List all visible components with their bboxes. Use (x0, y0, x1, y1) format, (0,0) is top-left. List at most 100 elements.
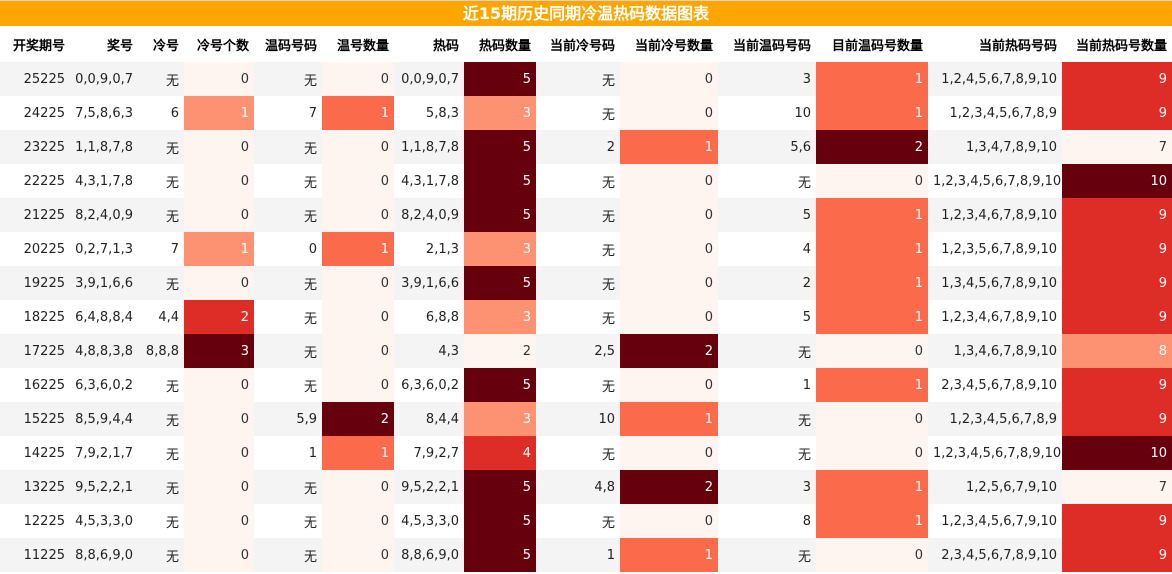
cell-current-warm: 10 (718, 96, 816, 130)
cell-draw: 6,4,8,8,4 (70, 300, 138, 334)
cell-current-warm-count: 1 (816, 62, 928, 96)
cell-current-warm: 3 (718, 62, 816, 96)
cell-current-warm-count: 1 (816, 300, 928, 334)
cell-hot: 0,0,9,0,7 (394, 62, 464, 96)
cell-current-cold-count: 0 (620, 300, 718, 334)
cell-draw: 1,1,8,7,8 (70, 130, 138, 164)
cell-issue: 21225 (0, 198, 70, 232)
cell-issue: 11225 (0, 538, 70, 572)
cell-current-warm: 无 (718, 164, 816, 198)
col-header-current-warm-count: 目前温码号数量 (816, 26, 928, 62)
cell-current-warm-count: 1 (816, 504, 928, 538)
cell-cold-count: 0 (184, 402, 254, 436)
cell-warm-count: 0 (322, 130, 394, 164)
cell-current-warm: 无 (718, 538, 816, 572)
cell-cold-count: 0 (184, 62, 254, 96)
cell-current-warm-count: 0 (816, 334, 928, 368)
cell-cold-count: 0 (184, 368, 254, 402)
cell-current-warm: 5,6 (718, 130, 816, 164)
cell-cold-count: 0 (184, 266, 254, 300)
cell-warm-count: 0 (322, 368, 394, 402)
cell-issue: 14225 (0, 436, 70, 470)
cell-current-cold: 无 (536, 232, 620, 266)
col-header-issue: 开奖期号 (0, 26, 70, 62)
cell-current-warm: 5 (718, 300, 816, 334)
cell-hot: 4,3,1,7,8 (394, 164, 464, 198)
cell-issue: 20225 (0, 232, 70, 266)
cell-current-cold-count: 1 (620, 538, 718, 572)
cell-hot: 4,3 (394, 334, 464, 368)
cell-warm: 无 (254, 368, 322, 402)
cell-current-warm-count: 0 (816, 538, 928, 572)
cell-hot-count: 4 (464, 436, 536, 470)
table-row: 20225 0,2,7,1,3 7 1 0 1 2,1,3 3 无 0 4 1 1,2,3,5,6,7,… (0, 232, 1172, 266)
cell-warm-count: 1 (322, 436, 394, 470)
cell-cold: 无 (138, 402, 184, 436)
cell-warm-count: 0 (322, 62, 394, 96)
cell-current-warm: 无 (718, 436, 816, 470)
table-row: 18225 6,4,8,8,4 4,4 2 无 0 6,8,8 3 无 0 5 1 1,2,3,4,6,… (0, 300, 1172, 334)
cell-warm-count: 0 (322, 504, 394, 538)
cell-cold-count: 1 (184, 232, 254, 266)
cell-current-cold: 无 (536, 62, 620, 96)
cell-current-warm-count: 1 (816, 266, 928, 300)
cell-current-cold: 无 (536, 300, 620, 334)
cell-cold: 无 (138, 164, 184, 198)
cell-cold-count: 1 (184, 96, 254, 130)
cell-current-hot-count: 10 (1062, 436, 1172, 470)
cell-draw: 0,2,7,1,3 (70, 232, 138, 266)
cell-current-hot: 1,2,3,4,5,6,7,8,9 (928, 402, 1062, 436)
cell-hot-count: 5 (464, 198, 536, 232)
table-body: 25225 0,0,9,0,7 无 0 无 0 0,0,9,0,7 5 无 0 3 1 1,2,4,5,… (0, 62, 1172, 572)
cell-issue: 19225 (0, 266, 70, 300)
cell-hot-count: 3 (464, 300, 536, 334)
cell-hot-count: 5 (464, 130, 536, 164)
cell-cold-count: 2 (184, 300, 254, 334)
table-row: 14225 7,9,2,1,7 无 0 1 1 7,9,2,7 4 无 0 无 0 1,2,3,4,5,… (0, 436, 1172, 470)
cell-current-cold-count: 0 (620, 198, 718, 232)
cell-hot: 7,9,2,7 (394, 436, 464, 470)
col-header-hot-count: 热码数量 (464, 26, 536, 62)
cell-current-hot-count: 9 (1062, 402, 1172, 436)
cell-current-cold: 无 (536, 198, 620, 232)
cell-warm-count: 0 (322, 538, 394, 572)
header-row: 开奖期号 奖号 冷号 冷号个数 温码号码 温号数量 热码 热码数量 当前冷号码 … (0, 26, 1172, 62)
cell-current-cold: 2 (536, 130, 620, 164)
cell-warm: 无 (254, 198, 322, 232)
cell-hot-count: 3 (464, 232, 536, 266)
cell-draw: 4,5,3,3,0 (70, 504, 138, 538)
table-row: 16225 6,3,6,0,2 无 0 无 0 6,3,6,0,2 5 无 0 1 1 2,3,4,5,… (0, 368, 1172, 402)
cell-current-cold-count: 2 (620, 334, 718, 368)
cell-issue: 12225 (0, 504, 70, 538)
cell-hot: 8,2,4,0,9 (394, 198, 464, 232)
cell-current-cold-count: 0 (620, 504, 718, 538)
cell-current-hot: 1,2,3,4,5,6,7,8,9 (928, 96, 1062, 130)
cell-hot: 6,8,8 (394, 300, 464, 334)
cell-current-hot: 2,3,4,5,6,7,8,9,10 (928, 368, 1062, 402)
col-header-current-cold-count: 当前冷号数量 (620, 26, 718, 62)
cell-warm-count: 1 (322, 96, 394, 130)
cell-current-hot: 1,3,4,7,8,9,10 (928, 130, 1062, 164)
cell-current-cold: 4,8 (536, 470, 620, 504)
cell-current-hot-count: 9 (1062, 266, 1172, 300)
cell-current-cold-count: 1 (620, 402, 718, 436)
cell-hot: 6,3,6,0,2 (394, 368, 464, 402)
cell-current-hot: 1,2,5,6,7,9,10 (928, 470, 1062, 504)
cell-warm: 1 (254, 436, 322, 470)
cell-current-cold-count: 0 (620, 368, 718, 402)
cell-draw: 4,3,1,7,8 (70, 164, 138, 198)
cell-hot-count: 3 (464, 402, 536, 436)
cell-current-hot-count: 7 (1062, 130, 1172, 164)
cell-warm-count: 0 (322, 266, 394, 300)
cell-current-hot: 1,2,3,5,6,7,8,9,10 (928, 232, 1062, 266)
cell-draw: 6,3,6,0,2 (70, 368, 138, 402)
cell-hot: 5,8,3 (394, 96, 464, 130)
cell-current-hot: 1,3,4,5,6,7,8,9,10 (928, 266, 1062, 300)
cell-cold: 无 (138, 62, 184, 96)
cell-warm: 无 (254, 266, 322, 300)
cell-warm: 无 (254, 538, 322, 572)
cell-warm: 0 (254, 232, 322, 266)
cell-cold: 无 (138, 130, 184, 164)
cell-issue: 18225 (0, 300, 70, 334)
cell-warm-count: 1 (322, 232, 394, 266)
